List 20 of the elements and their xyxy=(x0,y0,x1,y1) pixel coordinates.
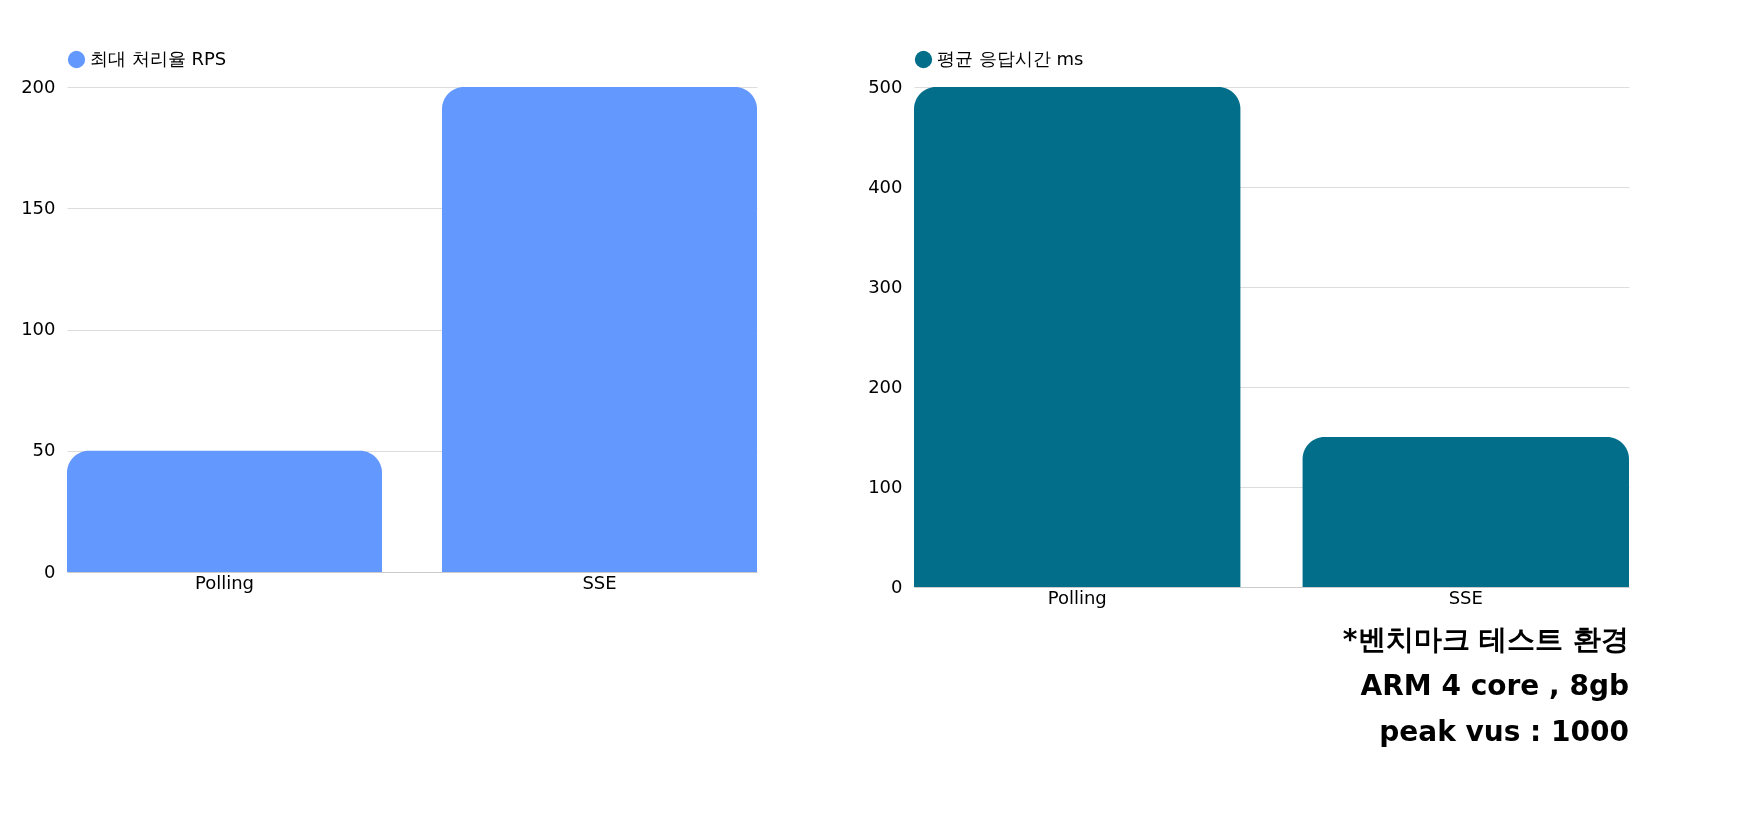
x-tick-label: Polling xyxy=(1047,586,1107,608)
x-tick-label: SSE xyxy=(1448,586,1483,608)
y-tick-label: 500 xyxy=(868,75,903,97)
y-tick-label: 100 xyxy=(21,318,56,339)
y-tick-label: 50 xyxy=(32,439,56,461)
legend-label: 평균 응답시간 ms xyxy=(937,47,1084,69)
y-tick-label: 400 xyxy=(868,175,903,197)
y-tick-label: 100 xyxy=(868,475,903,497)
y-tick-label: 200 xyxy=(21,75,56,97)
y-tick-label: 0 xyxy=(44,560,56,582)
text: *벤치마크 테스트 환경 xyxy=(1342,623,1629,656)
text: peak vus : 1000 xyxy=(1379,715,1629,748)
x-tick-label: Polling xyxy=(194,571,255,593)
text: ARM 4 core , 8gb xyxy=(1360,669,1629,702)
y-tick-label: 300 xyxy=(868,275,903,297)
y-tick-label: 150 xyxy=(21,196,56,218)
legend-label: 최대 처리율 RPS xyxy=(90,47,227,69)
y-tick-label: 0 xyxy=(891,575,903,597)
x-tick-label: SSE xyxy=(582,571,617,593)
y-tick-label: 200 xyxy=(868,375,903,397)
